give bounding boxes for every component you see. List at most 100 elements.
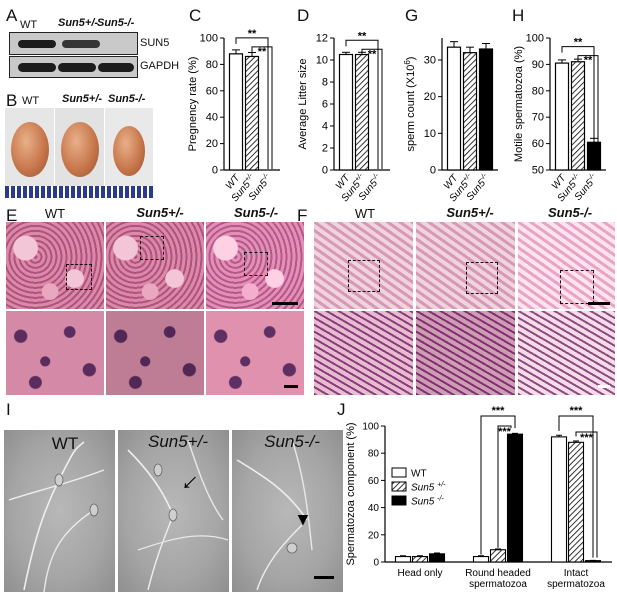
y-tick-label: 12 [316,33,328,45]
legend-label-1: Sun5 +/- [411,482,446,494]
y-tick-label: 0 [212,165,218,177]
testis-photo [5,108,153,198]
legend-swatch-0 [391,467,407,478]
y-tick-label: 2 [322,143,328,155]
f-high-wt [314,311,413,395]
f-zoom-box-ko [560,270,594,304]
panel-label-g: G [405,6,419,25]
sig-bracket-outer [561,46,595,169]
i-sperm-het [127,439,229,591]
y-tick-label: 0 [430,165,436,177]
f-zoom-box-wt [348,260,380,292]
f-low-ko [518,222,615,309]
x-tick-label: Head only [397,568,442,579]
sig-label-inner: ** [368,48,377,60]
x-tick-label: spermatozoa [547,579,605,590]
bar-h-0 [554,62,570,171]
bar-g-1 [462,52,478,171]
sig-bracket-outer [345,39,379,169]
sig-label-outer: ** [358,30,367,42]
f-high-het [416,311,515,395]
band-sun5-het [62,40,100,48]
blot-header-ko: Sun5-/- [97,17,135,29]
legend-swatch-2 [391,495,407,506]
band-gapdh-het [58,63,96,72]
y-tick-label: 0 [373,558,379,569]
testis-ko [113,126,145,176]
i-sperm-ko [236,439,313,591]
bar-j-0-2 [428,553,446,563]
y-tick-label: 0 [322,165,328,177]
i-scale-bar [314,576,334,579]
y-tick-label: 90 [532,59,544,71]
y-tick-label: 20 [206,138,218,150]
e-high-wt [6,311,104,395]
sig-label-j1-outer: *** [492,405,506,417]
f-header-ko: Sun5-/- [547,205,593,220]
ruler [5,186,153,198]
i-header-het: Sun5+/- [147,432,208,451]
e-high-het [106,311,204,395]
sig-label-j1-inner: *** [498,426,512,438]
testis-header-ko: Sun5-/- [108,93,146,105]
blot-header-het: Sun5+/- [58,17,99,29]
y-tick-label: 60 [532,138,544,150]
blot-label-gapdh: GAPDH [140,60,180,72]
y-tick-label: 30 [424,55,436,67]
f-scale-bar [588,302,610,305]
i-header-ko: Sun5-/- [264,432,320,451]
e-high-scale-bar [284,385,298,388]
e-zoom-box-wt [66,264,92,290]
blot-header-wt: WT [20,19,38,31]
x-tick-label-sup: +/- [244,172,255,183]
i-image-ko: ▲ [232,430,343,592]
x-tick-label: Intact [564,568,589,579]
y-tick-label: 10 [424,128,436,140]
panel-label-e: E [6,206,18,225]
sig-label-j2-outer: *** [570,405,584,417]
e-low-wt [6,222,104,309]
x-tick-label-sup: -/- [371,172,381,182]
blot-row-gapdh [9,56,138,78]
testis-header-het: Sun5+/- [62,93,103,105]
panel-label-j: J [337,400,346,419]
bar-g-0 [446,46,462,171]
x-tick-label-sup: -/- [261,172,271,182]
y-axis-label: Spermatozoa component (%) [345,422,357,565]
bar-c-0 [228,53,244,171]
band-gapdh-wt [18,63,56,72]
y-tick-label: 40 [206,112,218,124]
i-arrowhead: ▲ [294,511,312,531]
bar-j-2-0 [550,436,568,563]
y-tick-label: 50 [532,165,544,177]
y-tick-label: 8 [322,77,328,89]
e-zoom-box-het [140,236,164,260]
sig-label-j2-inner: *** [580,432,594,444]
y-tick-label: 80 [532,85,544,97]
i-sperm-wt [8,441,105,592]
panel-label-d: D [297,6,310,25]
y-tick-label: 80 [206,59,218,71]
i-header-wt: WT [51,434,79,453]
f-low-wt [314,222,413,309]
testis-wt [11,122,49,177]
sig-bracket-inner [361,48,383,169]
x-tick-label-sup: +/- [354,172,365,183]
i-image-wt [4,430,115,592]
y-tick-label: 70 [532,112,544,124]
panel-label-a: A [6,6,18,25]
y-tick-label: 100 [200,33,218,45]
x-tick-label-sup: +/- [570,172,581,183]
bar-j-0-1 [411,556,429,563]
f-high-ko [518,311,615,395]
y-axis-label: Average Litter size [297,59,309,150]
bar-d-0 [338,53,354,171]
panel-label-c: C [189,6,202,25]
sig-bracket-j2-inner [575,431,598,558]
sig-bracket-j2-outer [558,415,594,558]
legend-label-sup: -/- [437,496,444,503]
y-axis-label-end: ) [405,57,417,61]
legend-label-2: Sun5 -/- [411,496,444,508]
x-tick-label: Round headed [465,568,531,579]
f-header-wt: WT [354,206,376,221]
